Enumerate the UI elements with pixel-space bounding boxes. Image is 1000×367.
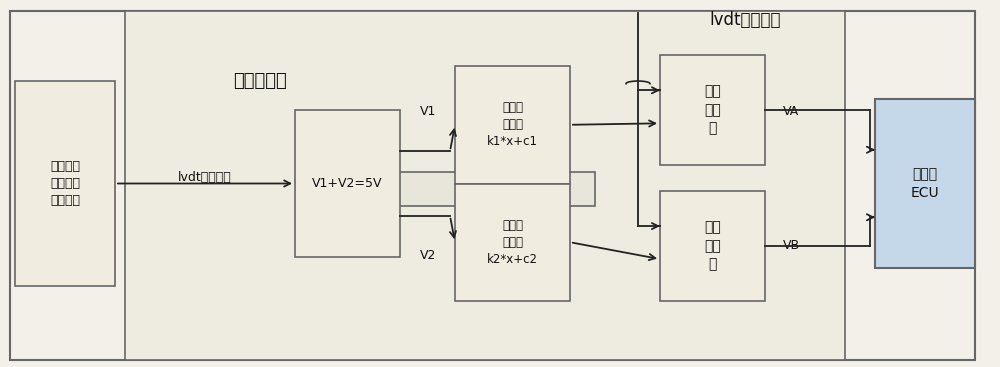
Bar xyxy=(295,110,400,257)
Text: lvdt位置信号: lvdt位置信号 xyxy=(178,171,232,185)
Text: 本发明电路: 本发明电路 xyxy=(233,72,287,90)
Text: V1: V1 xyxy=(420,105,436,119)
Text: 同相
乘法
器: 同相 乘法 器 xyxy=(704,221,721,271)
Text: 放大调
整电路
k1*x+c1: 放大调 整电路 k1*x+c1 xyxy=(487,101,538,148)
Text: VA: VA xyxy=(783,105,799,119)
Text: VB: VB xyxy=(783,239,800,252)
Text: 燃油调节
器活门模
型机输出: 燃油调节 器活门模 型机输出 xyxy=(50,160,80,207)
Bar xyxy=(660,55,765,165)
Text: 放大调
整电路
k2*x+c2: 放大调 整电路 k2*x+c2 xyxy=(487,219,538,266)
Text: V2: V2 xyxy=(420,248,436,262)
Bar xyxy=(375,172,595,206)
Text: lvdt激励信号: lvdt激励信号 xyxy=(709,11,781,29)
Text: V1+V2=5V: V1+V2=5V xyxy=(312,177,383,190)
Bar xyxy=(660,191,765,301)
Bar xyxy=(125,11,845,360)
Text: 控制器
ECU: 控制器 ECU xyxy=(911,167,939,200)
Bar xyxy=(875,99,975,268)
Bar xyxy=(15,81,115,286)
Bar xyxy=(455,66,570,184)
Bar xyxy=(455,184,570,301)
Text: 同相
乘法
器: 同相 乘法 器 xyxy=(704,85,721,135)
